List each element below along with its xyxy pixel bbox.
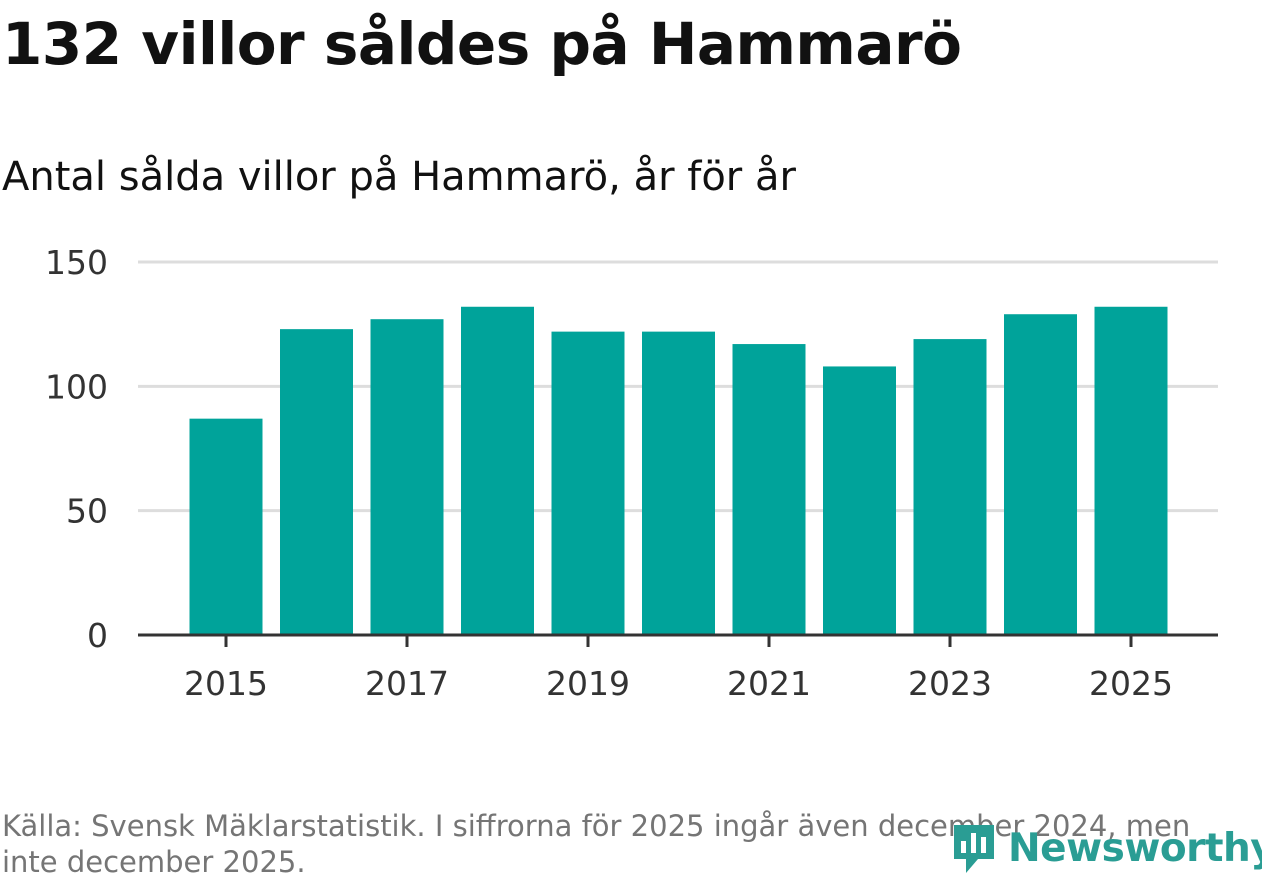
bars [189, 306, 1168, 635]
bar-chart: 0 50 100 150 2015 2017 2019 2021 2023 2025 [45, 243, 1218, 700]
chart-title: 132 villor såldes på Hammarö [2, 10, 962, 78]
y-axis-ticks: 0 50 100 150 [45, 243, 108, 655]
bar [551, 331, 625, 635]
x-axis-ticks: 2015 2017 2019 2021 2023 2025 [184, 635, 1173, 700]
x-tick-label: 2025 [1089, 664, 1173, 700]
bar [461, 306, 534, 635]
x-tick-label: 2015 [184, 664, 268, 700]
bar [280, 329, 353, 635]
chart-subtitle: Antal sålda villor på Hammarö, år för år [2, 154, 796, 200]
bar [732, 344, 806, 635]
bar [1094, 306, 1168, 635]
y-tick-label: 50 [66, 492, 108, 531]
y-tick-label: 150 [45, 243, 108, 282]
bar [642, 331, 715, 635]
bar [823, 366, 896, 635]
newsworthy-logo-icon [954, 825, 994, 873]
bar [370, 319, 444, 635]
newsworthy-logo-text: Newsworthy [1008, 825, 1262, 871]
y-tick-label: 0 [87, 616, 108, 655]
x-tick-label: 2019 [546, 664, 630, 700]
bar [1004, 314, 1077, 635]
y-tick-label: 100 [45, 367, 108, 406]
bar [913, 339, 987, 635]
x-tick-label: 2017 [365, 664, 449, 700]
x-tick-label: 2021 [727, 664, 811, 700]
x-tick-label: 2023 [908, 664, 992, 700]
newsworthy-logo: Newsworthy [950, 818, 1262, 878]
bar [189, 418, 263, 635]
